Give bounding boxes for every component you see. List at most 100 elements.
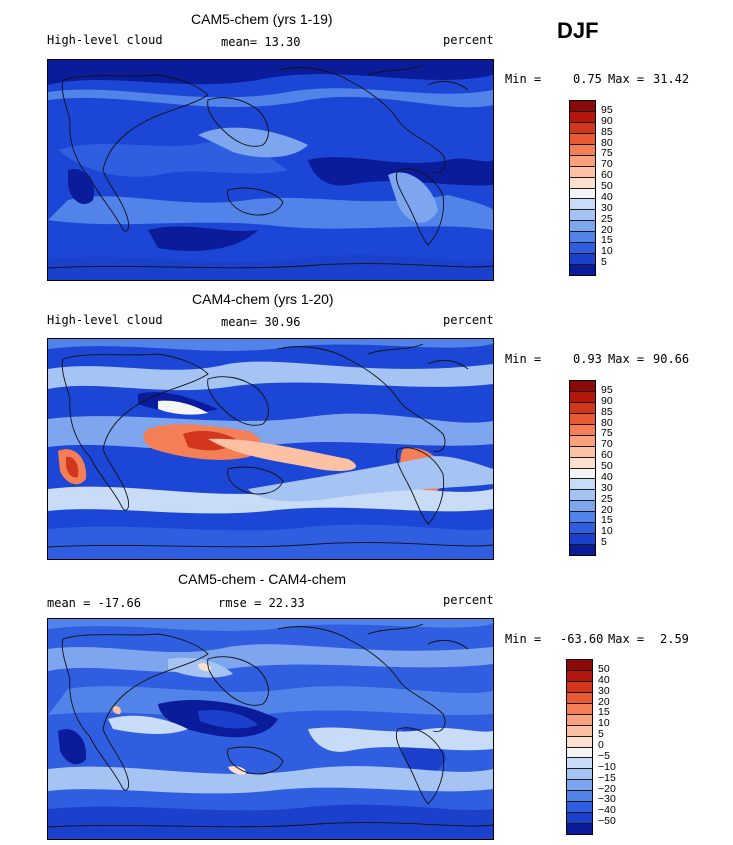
panel-3-rmse-label: rmse = 22.33 <box>218 596 305 610</box>
colorbar-swatch <box>570 254 595 266</box>
colorbar-swatch <box>570 402 595 414</box>
colorbar-tick-label: 40 <box>601 190 613 203</box>
colorbar-tick-label: −10 <box>598 760 616 773</box>
panel-2-max-label: Max = <box>608 352 645 366</box>
colorbar-tick-label: 30 <box>601 201 613 214</box>
colorbar-swatch <box>570 534 595 546</box>
colorbar-tick-label: 20 <box>601 223 613 236</box>
panel-1-mean-label: mean= 13.30 <box>221 35 301 49</box>
panel-2-colorbar <box>569 380 596 556</box>
panel-3-title: CAM5-chem - CAM4-chem <box>178 571 347 587</box>
colorbar-tick-label: 15 <box>601 234 613 247</box>
colorbar-swatch <box>567 824 592 834</box>
panel-1-min-value: 0.75 <box>573 72 602 86</box>
panel-2-title: CAM4-chem (yrs 1-20) <box>192 291 334 307</box>
panel-3-min-label: Min = <box>505 632 542 646</box>
colorbar-swatch <box>567 758 592 770</box>
panel-3-max-label: Max = <box>608 632 645 646</box>
colorbar-tick-label: −15 <box>598 771 616 784</box>
colorbar-tick-label: 25 <box>601 492 613 505</box>
panel-1-map <box>47 59 494 281</box>
colorbar-tick-label: 95 <box>601 383 613 396</box>
colorbar-tick-label: 20 <box>601 503 613 516</box>
colorbar-tick-label: 15 <box>601 514 613 527</box>
panel-1-min-label: Min = <box>505 72 542 86</box>
colorbar-swatch <box>567 692 592 704</box>
colorbar-swatch <box>570 199 595 211</box>
colorbar-tick-label: −5 <box>598 749 610 762</box>
colorbar-swatch <box>570 512 595 524</box>
colorbar-tick-label: 50 <box>601 180 613 192</box>
panel-1-title: CAM5-chem (yrs 1-19) <box>191 11 333 27</box>
colorbar-swatch <box>570 122 595 134</box>
colorbar-swatch <box>570 501 595 513</box>
colorbar-tick-label: 5 <box>598 728 604 741</box>
panel-1-variable-label: High-level cloud <box>47 33 163 47</box>
colorbar-tick-label: 80 <box>601 136 613 149</box>
colorbar-tick-label: 90 <box>601 114 613 127</box>
panel-1-colorbar <box>569 100 596 276</box>
panel-3-min-value: -63.60 <box>560 632 604 646</box>
colorbar-tick-label: 75 <box>601 147 613 160</box>
colorbar-swatch <box>570 490 595 502</box>
colorbar-swatch <box>567 736 592 748</box>
panel-2-map <box>47 338 494 560</box>
colorbar-tick-label: 30 <box>598 684 610 697</box>
colorbar-swatch <box>570 523 595 535</box>
colorbar-swatch <box>567 725 592 737</box>
colorbar-swatch <box>570 243 595 255</box>
panel-1-max-value: 31.42 <box>653 72 690 86</box>
colorbar-swatch <box>570 166 595 178</box>
colorbar-swatch <box>570 210 595 222</box>
colorbar-swatch <box>570 232 595 244</box>
colorbar-tick-label: −30 <box>598 793 616 806</box>
colorbar-swatch <box>570 177 595 189</box>
colorbar-tick-label: 85 <box>601 125 613 138</box>
colorbar-tick-label: 5 <box>601 256 607 269</box>
colorbar-tick-label: 5 <box>601 536 607 549</box>
colorbar-swatch <box>567 769 592 781</box>
panel-2-units-label: percent <box>443 313 494 327</box>
colorbar-swatch <box>570 424 595 436</box>
colorbar-tick-label: 85 <box>601 405 613 418</box>
colorbar-tick-label: 15 <box>598 706 610 719</box>
panel-1-units-label: percent <box>443 33 494 47</box>
colorbar-swatch <box>570 545 595 555</box>
colorbar-tick-label: 60 <box>601 449 613 462</box>
colorbar-tick-label: 60 <box>601 169 613 182</box>
colorbar-swatch <box>570 468 595 480</box>
colorbar-tick-label: 50 <box>601 460 613 472</box>
colorbar-swatch <box>570 144 595 156</box>
colorbar-swatch <box>570 221 595 233</box>
colorbar-swatch <box>570 479 595 491</box>
colorbar-swatch <box>570 265 595 275</box>
colorbar-swatch <box>570 111 595 123</box>
colorbar-tick-label: 30 <box>601 481 613 494</box>
colorbar-swatch <box>570 188 595 200</box>
colorbar-swatch <box>567 747 592 759</box>
colorbar-swatch <box>567 802 592 814</box>
colorbar-swatch <box>570 133 595 145</box>
colorbar-tick-label: 20 <box>598 695 610 708</box>
panel-2-variable-label: High-level cloud <box>47 313 163 327</box>
colorbar-swatch <box>567 714 592 726</box>
colorbar-tick-label: −50 <box>598 815 616 828</box>
panel-2-min-value: 0.93 <box>573 352 602 366</box>
panel-3-map <box>47 618 494 840</box>
colorbar-tick-label: 70 <box>601 438 613 451</box>
panel-3-colorbar <box>566 659 593 835</box>
panel-3-max-value: 2.59 <box>660 632 689 646</box>
colorbar-swatch <box>570 381 595 392</box>
colorbar-tick-label: 10 <box>598 717 610 730</box>
colorbar-swatch <box>567 703 592 715</box>
colorbar-swatch <box>570 457 595 469</box>
colorbar-swatch <box>570 101 595 112</box>
colorbar-tick-label: 0 <box>598 739 604 751</box>
colorbar-swatch <box>567 681 592 693</box>
colorbar-swatch <box>567 791 592 803</box>
colorbar-tick-label: 90 <box>601 394 613 407</box>
colorbar-swatch <box>570 391 595 403</box>
panel-2-min-label: Min = <box>505 352 542 366</box>
colorbar-swatch <box>567 780 592 792</box>
colorbar-tick-label: 75 <box>601 427 613 440</box>
